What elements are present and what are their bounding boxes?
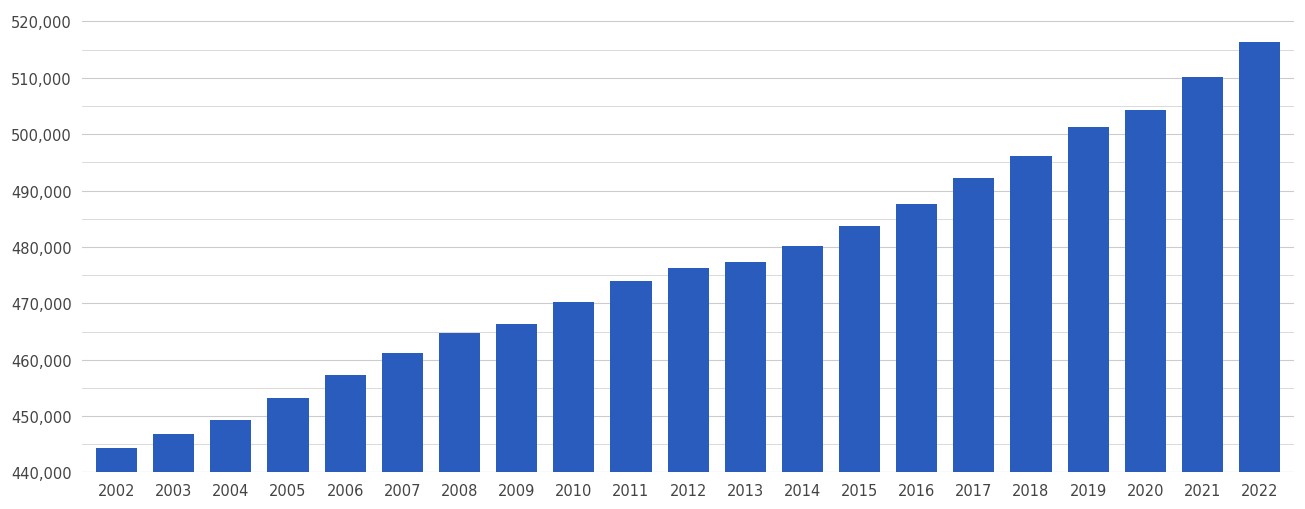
Bar bbox=[1010, 156, 1052, 509]
Bar bbox=[897, 204, 937, 509]
Bar bbox=[97, 448, 137, 509]
Bar bbox=[210, 420, 252, 509]
Bar bbox=[953, 178, 994, 509]
Bar bbox=[1125, 111, 1165, 509]
Bar bbox=[496, 324, 538, 509]
Bar bbox=[611, 281, 651, 509]
Bar bbox=[153, 434, 194, 509]
Bar bbox=[1067, 128, 1109, 509]
Bar bbox=[382, 353, 423, 509]
Bar bbox=[782, 247, 823, 509]
Bar bbox=[268, 398, 308, 509]
Bar bbox=[325, 376, 365, 509]
Bar bbox=[668, 269, 709, 509]
Bar bbox=[438, 333, 480, 509]
Bar bbox=[1182, 77, 1223, 509]
Bar bbox=[724, 263, 766, 509]
Bar bbox=[1238, 43, 1280, 509]
Bar bbox=[839, 227, 880, 509]
Bar bbox=[553, 302, 594, 509]
